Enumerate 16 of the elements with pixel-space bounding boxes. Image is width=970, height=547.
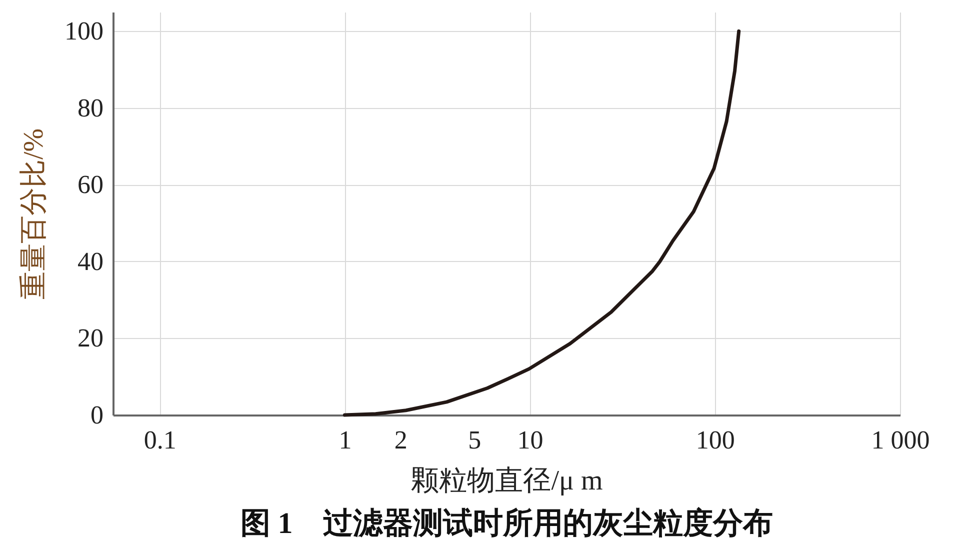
x-tick-label: 1 [338,426,352,454]
y-tick-label: 20 [78,324,104,353]
y-tick-label: 40 [78,246,104,276]
x-axis-title: 颗粒物直径/μ m [411,466,603,496]
y-tick-label: 100 [64,16,104,46]
x-tick-label: 0.1 [144,426,176,454]
text: 图 1 过滤器测试时所用的灰尘粒度分布 [240,506,773,540]
y-tick-label: 60 [78,170,104,200]
x-tick-label: 10 [517,426,544,454]
x-tick-label: 5 [468,426,482,454]
x-tick-label: 2 [394,426,408,454]
x-tick-label: 1 000 [871,426,930,454]
x-tick-label: 100 [696,426,735,454]
y-tick-label: 80 [78,93,104,122]
y-axis-title: 重量百分比/% [18,128,50,300]
y-tick-label: 0 [90,400,104,430]
